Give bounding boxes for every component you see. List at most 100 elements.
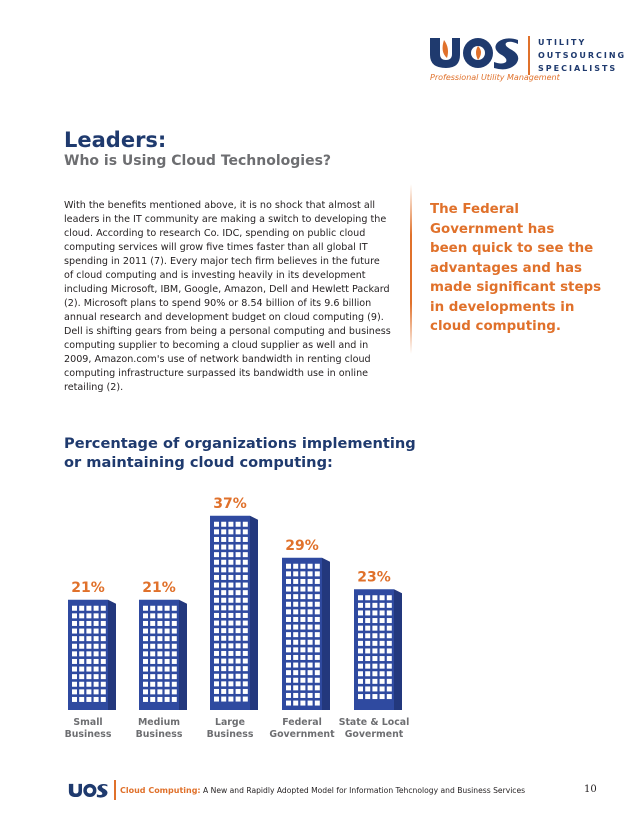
window [228,688,234,694]
window [100,613,106,619]
window [365,671,371,677]
window [286,624,291,630]
window [157,643,163,649]
window [235,696,241,702]
window [221,529,227,535]
window [314,639,320,645]
window [386,648,392,654]
window [307,662,313,668]
window [228,696,234,702]
window [379,602,385,608]
body-line: (2). Microsoft plans to spend 90% or 8.5… [64,298,372,309]
window [372,610,378,616]
window [79,674,85,680]
window [228,582,234,588]
body-line: of cloud computing and is investing heav… [64,270,366,281]
window [171,651,177,657]
window [143,643,148,649]
window [86,628,92,634]
window [143,620,148,626]
window [171,643,177,649]
window [300,616,306,622]
pull-quote-line: cloud computing. [430,319,561,334]
window [293,578,299,584]
window [286,616,291,622]
window [150,666,156,672]
window [228,643,234,649]
window [372,686,378,692]
chart-title-line: Percentage of organizations implementing [64,435,416,452]
window [228,605,234,611]
window [100,651,106,657]
window [235,635,241,641]
body-line: Dell is shifting gears from being a pers… [64,326,391,337]
window [72,681,77,687]
window [300,609,306,615]
window [86,689,92,695]
window [214,521,219,527]
window [143,636,148,642]
window [242,612,248,618]
window [235,529,241,535]
window [221,612,227,618]
body-line: computing infrastructure surpassed its b… [64,368,369,379]
window [235,666,241,672]
window [157,696,163,702]
window [221,620,227,626]
window [372,633,378,639]
window [286,601,291,607]
window [286,647,291,653]
body-line: including Microsoft, IBM, Google, Amazon… [64,284,390,295]
window [171,666,177,672]
value-label-small-business: 21% [71,580,105,596]
window [72,613,77,619]
window [214,643,219,649]
window [171,696,177,702]
window [100,666,106,672]
body-line: spending in 2011 (7). Every major tech f… [64,256,380,267]
window [365,648,371,654]
footer-separator [114,780,116,800]
window [300,677,306,683]
window [235,544,241,550]
window [293,632,299,638]
window [164,689,170,695]
footer-description: A New and Rapidly Adopted Model for Info… [200,786,526,795]
window [150,643,156,649]
window [307,616,313,622]
window [386,595,392,601]
window [286,677,291,683]
window [386,602,392,608]
window [157,636,163,642]
window [307,685,313,691]
window [79,666,85,672]
window [214,650,219,656]
window [164,620,170,626]
pull-quote-line: been quick to see the [430,241,594,256]
window [242,681,248,687]
window [358,686,363,692]
window [358,640,363,646]
window [307,670,313,676]
window [72,636,77,642]
building-side-state-local-goverment [394,589,402,710]
building-side-small-business [108,599,116,710]
window [214,544,219,550]
window [228,620,234,626]
window [143,605,148,611]
window [100,620,106,626]
window [386,663,392,669]
window [150,651,156,657]
window [293,700,299,706]
window [171,658,177,664]
window [221,605,227,611]
window [379,686,385,692]
body-line: With the benefits mentioned above, it is… [64,200,376,211]
window [307,647,313,653]
window [235,650,241,656]
window [72,628,77,634]
window [171,689,177,695]
window [358,602,363,608]
window [286,632,291,638]
window [314,677,320,683]
